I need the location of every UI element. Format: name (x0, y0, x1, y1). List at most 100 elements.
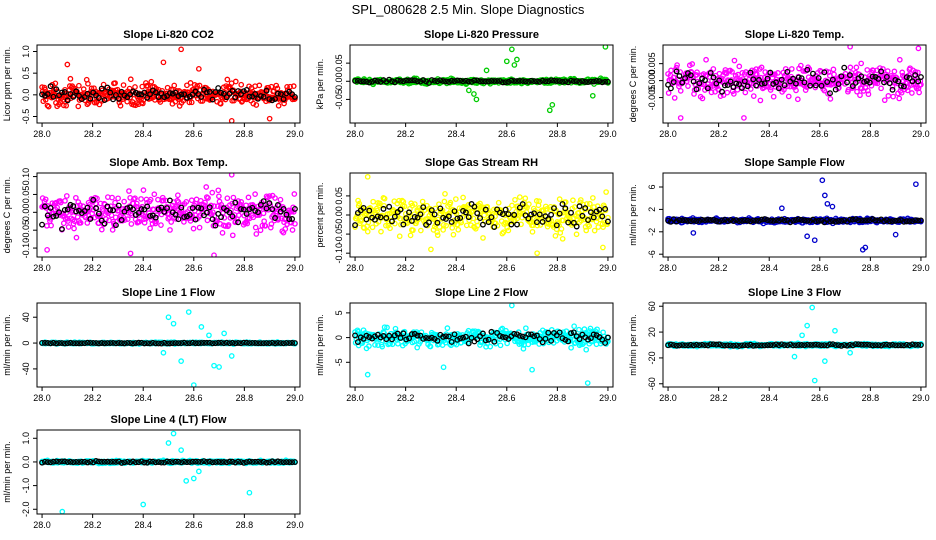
reference-point (93, 340, 99, 347)
reference-point (505, 211, 512, 218)
reference-point (138, 206, 145, 213)
reference-point (431, 211, 438, 218)
y-tick-label: -60 (647, 377, 657, 390)
data-point (494, 222, 501, 229)
reference-point (730, 342, 737, 349)
data-point (500, 229, 507, 236)
reference-point (804, 341, 811, 348)
reference-point (733, 80, 740, 87)
chart-panel-3: Slope Li-820 Temp.degrees C per min.28.0… (628, 29, 930, 139)
data-point (916, 89, 922, 96)
x-tick-label: 29.0 (912, 393, 930, 403)
reference-point (676, 342, 683, 349)
data-point (499, 230, 506, 237)
reference-point (465, 340, 472, 347)
reference-point (73, 88, 80, 95)
reference-point (39, 221, 46, 228)
reference-point (104, 84, 111, 91)
data-point (729, 68, 735, 75)
y-tick-label: 40 (21, 312, 31, 322)
data-point (209, 189, 216, 196)
reference-point (84, 90, 91, 97)
data-point (512, 196, 518, 203)
reference-point (719, 88, 725, 95)
reference-point (115, 202, 122, 209)
points-group (665, 177, 924, 253)
data-point (570, 197, 576, 204)
reference-point (889, 86, 896, 93)
reference-point (801, 217, 808, 224)
reference-point (883, 73, 890, 80)
reference-point (829, 76, 836, 83)
reference-point (596, 78, 603, 85)
reference-point (360, 204, 367, 211)
data-point (577, 197, 584, 203)
data-point (444, 325, 451, 331)
x-tick-label: 28.6 (811, 263, 829, 273)
reference-point (702, 217, 708, 224)
reference-point (112, 222, 119, 229)
reference-point (696, 217, 703, 224)
x-tick-label: 28.6 (811, 393, 829, 403)
reference-point (454, 215, 461, 222)
outlier-point (602, 45, 609, 50)
reference-point (846, 72, 853, 79)
reference-point (482, 206, 489, 213)
data-point (290, 83, 297, 89)
reference-point (172, 211, 179, 218)
reference-point (130, 88, 136, 95)
reference-point (152, 340, 159, 347)
reference-point (274, 90, 281, 97)
reference-point (408, 218, 415, 224)
outlier-point (915, 45, 922, 52)
reference-point (56, 340, 63, 346)
data-point (45, 103, 52, 110)
data-point (229, 232, 236, 239)
data-point (522, 195, 529, 202)
data-point (136, 218, 143, 225)
data-point (417, 227, 424, 234)
reference-point (223, 339, 230, 346)
data-point (603, 189, 609, 195)
reference-point (215, 85, 222, 92)
reference-point (488, 214, 495, 221)
plot-frame (662, 302, 927, 388)
outlier-point (228, 173, 235, 178)
data-point (190, 225, 197, 232)
x-tick-label: 28.0 (346, 129, 364, 139)
data-point (857, 92, 863, 99)
reference-point (827, 90, 833, 97)
y-axis-label: degrees C per min. (628, 46, 638, 123)
reference-point (235, 340, 242, 346)
data-point (284, 83, 290, 90)
reference-point (189, 339, 196, 346)
reference-point (451, 208, 458, 215)
reference-point (736, 342, 743, 349)
reference-point (371, 77, 378, 84)
y-tick-label: -0.5 (21, 109, 31, 125)
data-point (571, 323, 577, 330)
reference-point (738, 217, 745, 224)
outlier-point (847, 349, 853, 356)
plot-frame (349, 302, 614, 388)
x-tick-label: 28.4 (760, 129, 778, 139)
reference-point (189, 91, 196, 98)
reference-point (730, 84, 737, 91)
reference-point (277, 340, 284, 347)
reference-point (477, 215, 484, 222)
reference-point (599, 336, 606, 343)
reference-point (209, 216, 216, 223)
data-point (120, 82, 127, 88)
reference-point (95, 210, 102, 217)
reference-point (482, 78, 489, 85)
reference-point (909, 218, 916, 225)
reference-point (702, 77, 708, 84)
x-tick-label: 28.8 (862, 263, 880, 273)
x-tick-label: 28.8 (236, 129, 254, 139)
y-tick-label: 60 (647, 301, 657, 311)
data-point (42, 196, 49, 203)
data-point (529, 228, 536, 235)
